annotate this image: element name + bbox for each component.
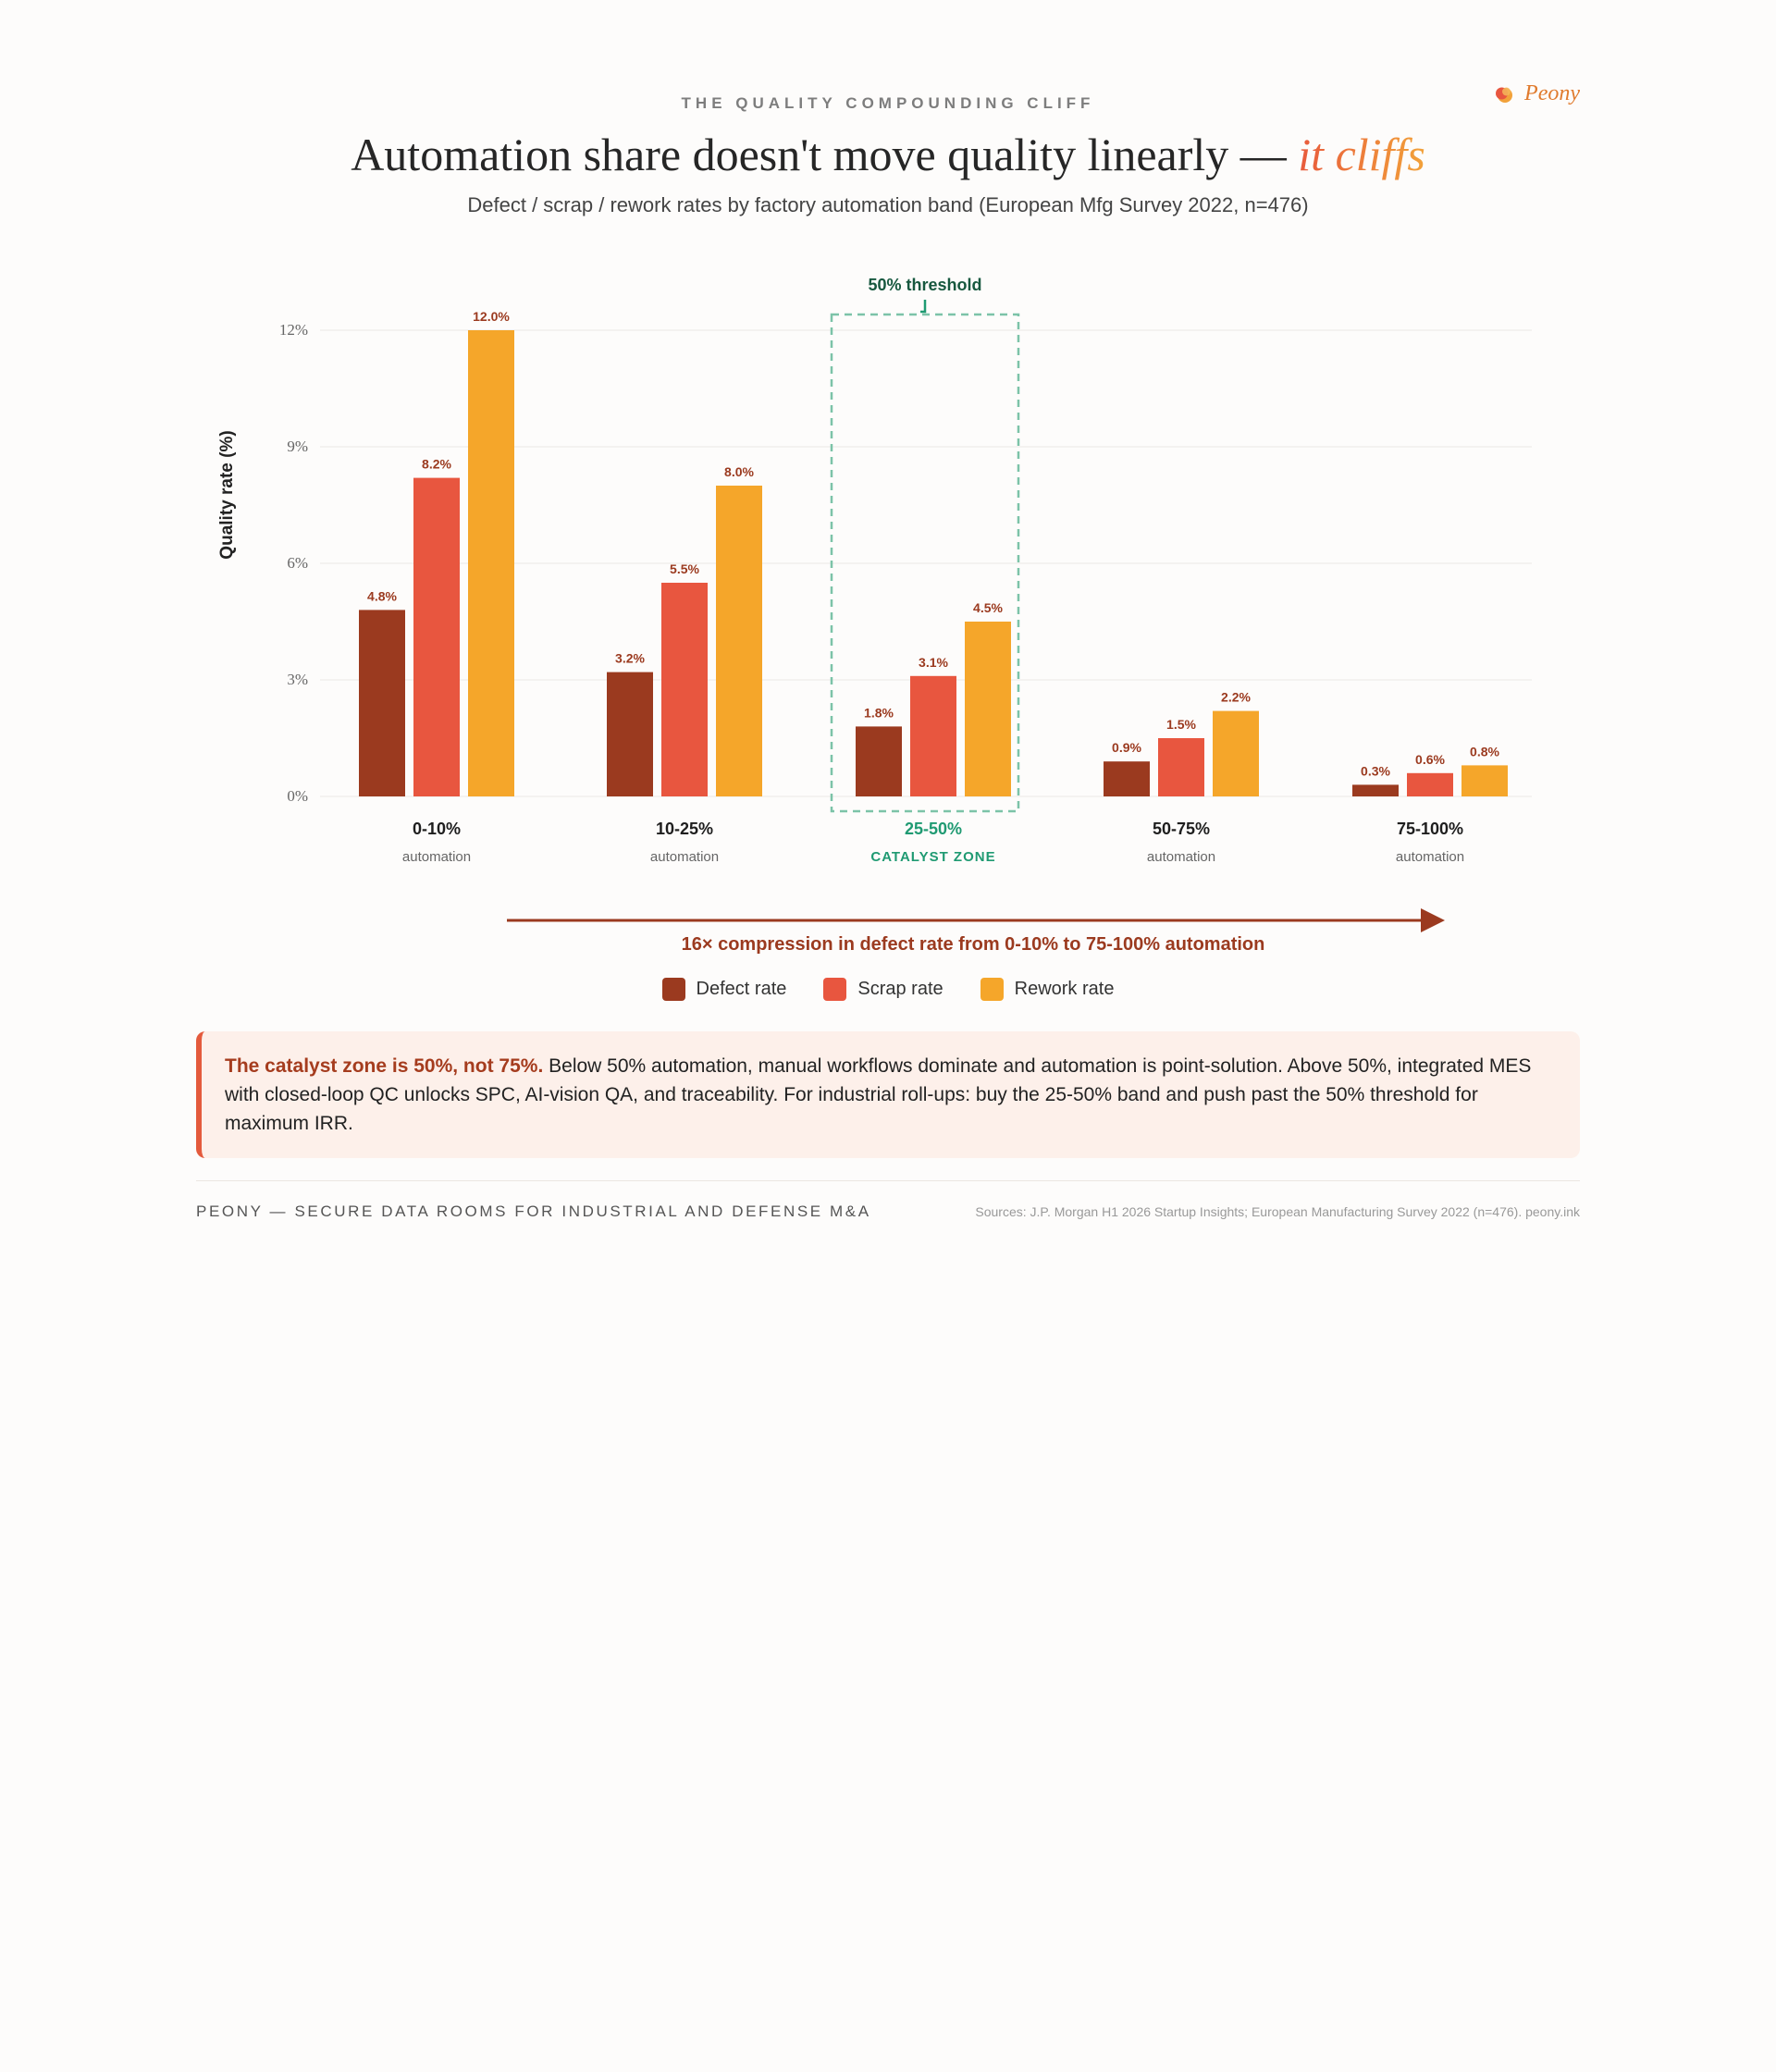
headline-accent: it cliffs — [1298, 129, 1425, 180]
y-tick-label: 6% — [287, 554, 308, 572]
bar-scrap-rate — [910, 675, 956, 796]
bar-value-label: 1.8% — [864, 705, 894, 720]
bar-value-label: 12.0% — [473, 309, 510, 324]
bars — [359, 330, 1508, 796]
legend-item: Rework rate — [980, 978, 1115, 1001]
legend-item: Defect rate — [661, 978, 787, 1001]
x-category-sublabel: automation — [402, 849, 471, 865]
bar-scrap-rate — [661, 583, 708, 796]
bar-value-label: 3.2% — [615, 651, 645, 666]
bar-scrap-rate — [1158, 738, 1204, 796]
headline-text: Automation share doesn't move quality li… — [351, 129, 1287, 180]
bar-rework-rate — [1213, 710, 1259, 796]
bar-value-label: 0.3% — [1361, 763, 1390, 778]
bar-scrap-rate — [1407, 772, 1453, 796]
legend: Defect rate Scrap rate Rework rate — [0, 978, 1776, 1001]
x-category-sublabel: automation — [1147, 849, 1215, 865]
bar-value-label: 0.6% — [1415, 752, 1445, 767]
insight-callout: The catalyst zone is 50%, not 75%. Below… — [196, 1031, 1580, 1158]
x-category-sublabel: CATALYST ZONE — [870, 849, 995, 865]
legend-swatch — [823, 978, 847, 1001]
x-category-label: 0-10% — [413, 820, 461, 838]
brand-name: Peony — [1524, 81, 1580, 105]
threshold-label: 50% threshold — [868, 276, 981, 294]
footer-sources[interactable]: Sources: J.P. Morgan H1 2026 Startup Ins… — [975, 1204, 1580, 1219]
catalyst-zone-box — [830, 313, 1020, 813]
bar-value-label: 3.1% — [919, 655, 948, 670]
callout-text: Below 50% automation, manual workflows d… — [225, 1055, 1532, 1134]
bar-value-label: 4.8% — [367, 588, 397, 603]
bar-defect-rate — [856, 726, 902, 796]
bar-value-label: 0.9% — [1112, 740, 1141, 755]
arrow-head-icon — [1421, 908, 1445, 932]
bar-value-label: 1.5% — [1166, 717, 1196, 732]
x-category-label: 75-100% — [1397, 820, 1463, 838]
bar-chart: 4.8% 3.2% 1.8% 0.9% 0.3% 8.2% 5.5% 3.1% 1.5% 0.6%… — [217, 276, 1532, 955]
bar-rework-rate — [965, 622, 1011, 796]
bar-value-label: 0.8% — [1470, 744, 1499, 758]
footer-tagline: PEONY — SECURE DATA ROOMS FOR INDUSTRIAL… — [196, 1202, 871, 1220]
threshold-marker — [920, 300, 927, 314]
eyebrow: THE QUALITY COMPOUNDING CLIFF — [681, 94, 1095, 112]
bar-defect-rate — [1352, 784, 1399, 796]
x-category-label: 10-25% — [656, 820, 713, 838]
x-category-label: 50-75% — [1153, 820, 1210, 838]
bar-value-label: 4.5% — [973, 600, 1003, 615]
y-tick-label: 9% — [287, 438, 308, 455]
brand[interactable]: Peony — [1493, 81, 1580, 106]
peony-logo-icon — [1496, 87, 1513, 103]
x-category-label: 25-50% — [905, 820, 962, 838]
axes: 0% 3% 6% 9% 12% Quality rate (%) 0-10% automati… — [217, 321, 1464, 865]
y-tick-label: 0% — [287, 787, 308, 805]
bar-rework-rate — [468, 330, 514, 796]
annotations: 50% threshold 16× compression in defect r… — [507, 276, 1445, 955]
x-category-sublabel: automation — [650, 849, 719, 865]
legend-swatch — [661, 978, 685, 1001]
x-category-sublabel: automation — [1396, 849, 1464, 865]
legend-label: Rework rate — [1014, 979, 1115, 999]
legend-label: Scrap rate — [857, 979, 944, 999]
compression-label: 16× compression in defect rate from 0-10… — [682, 934, 1265, 955]
y-axis-label: Quality rate (%) — [217, 430, 237, 559]
bar-rework-rate — [716, 486, 762, 796]
bar-defect-rate — [1104, 761, 1150, 796]
page-title: Automation share doesn't move quality li… — [0, 128, 1776, 181]
value-labels: 4.8% 3.2% 1.8% 0.9% 0.3% 8.2% 5.5% 3.1% 1.5% 0.6%… — [367, 309, 1499, 778]
y-tick-label: 12% — [279, 321, 308, 339]
bar-value-label: 5.5% — [670, 561, 699, 576]
legend-swatch — [980, 978, 1004, 1001]
bar-scrap-rate — [413, 477, 460, 796]
y-tick-label: 3% — [287, 671, 308, 688]
bar-value-label: 8.2% — [422, 457, 451, 472]
catalyst-zone-highlight — [830, 313, 1020, 813]
legend-item: Scrap rate — [823, 978, 944, 1001]
legend-label: Defect rate — [696, 979, 787, 999]
bar-value-label: 2.2% — [1221, 690, 1251, 705]
callout-bold: The catalyst zone is 50%, not 75%. — [225, 1055, 544, 1077]
footer-divider — [196, 1180, 1580, 1181]
subtitle: Defect / scrap / rework rates by factory… — [467, 193, 1309, 216]
bar-defect-rate — [359, 610, 405, 796]
bar-value-label: 8.0% — [724, 464, 754, 479]
bar-rework-rate — [1462, 765, 1508, 796]
bar-defect-rate — [607, 672, 653, 796]
